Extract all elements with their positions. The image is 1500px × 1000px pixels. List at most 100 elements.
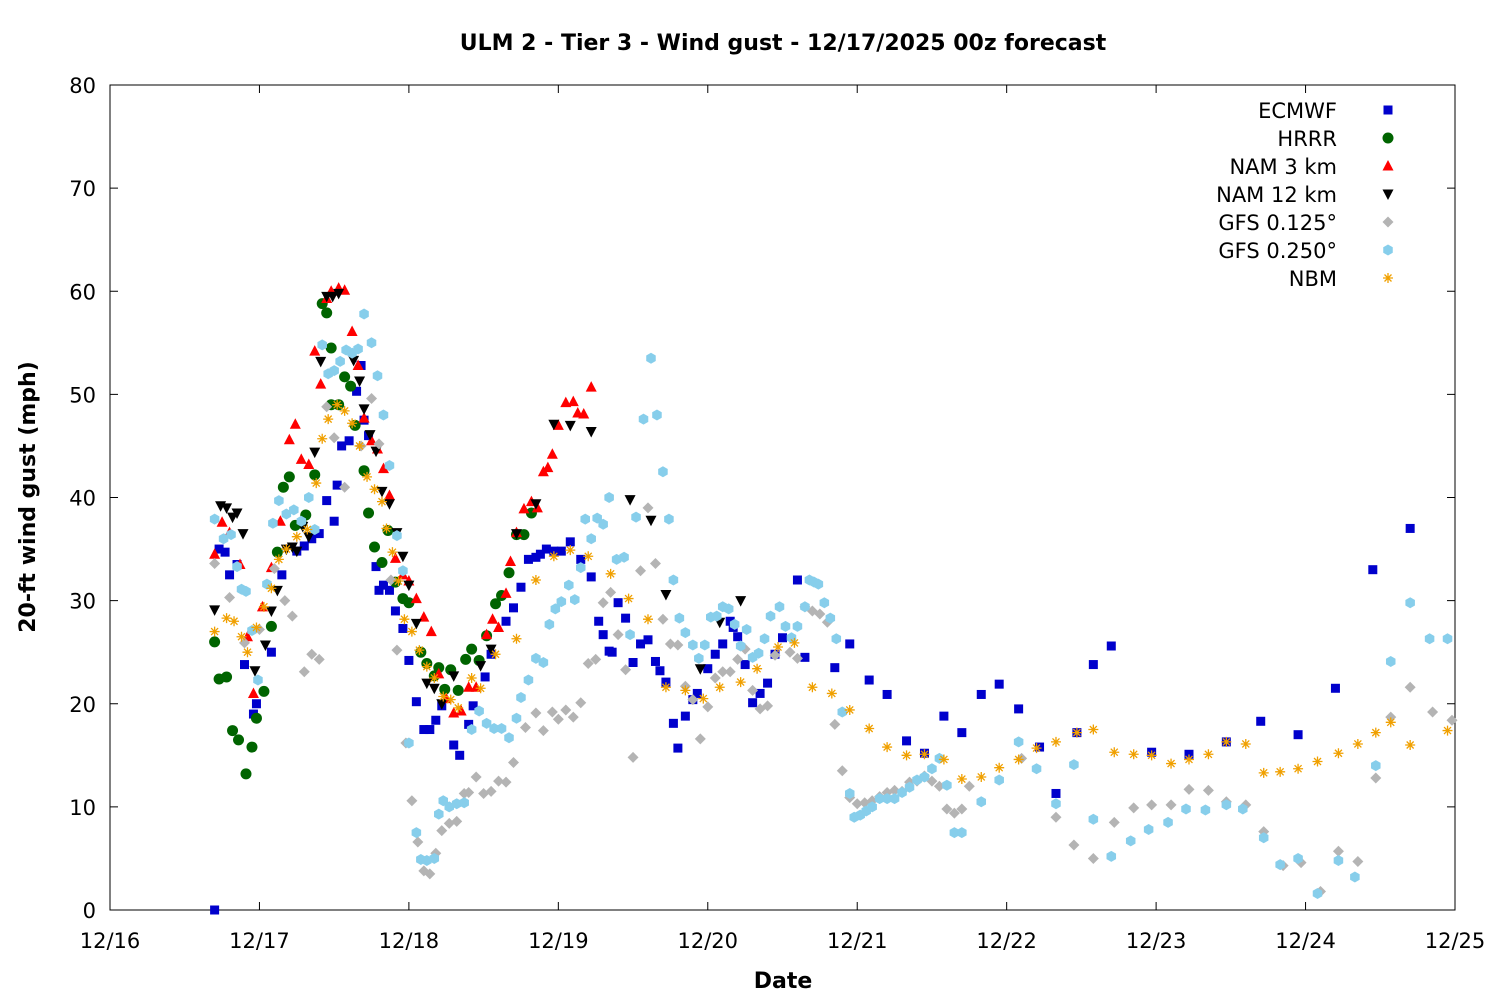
y-tick-label: 30 [69, 590, 96, 614]
data-point [1258, 832, 1269, 844]
data-point [266, 583, 277, 594]
data-point [209, 548, 221, 559]
data-point [605, 586, 617, 598]
data-point [237, 529, 249, 540]
data-point [306, 648, 318, 660]
data-point [904, 781, 915, 793]
data-point [897, 786, 907, 798]
data-point [674, 612, 685, 624]
data-point [422, 855, 432, 866]
y-tick-label: 80 [69, 74, 96, 98]
data-point [322, 496, 332, 506]
data-point [397, 551, 409, 563]
data-point [586, 533, 596, 545]
data-point [366, 434, 378, 446]
data-point [501, 616, 511, 626]
data-point [836, 765, 848, 777]
data-point [963, 780, 975, 792]
data-point-glyph [242, 647, 253, 658]
data-point [807, 682, 818, 693]
data-point [660, 682, 671, 693]
data-point [309, 469, 321, 481]
data-point [463, 786, 475, 798]
data-point [658, 466, 668, 478]
data-point-glyph [1333, 748, 1344, 759]
data-point [314, 529, 324, 539]
data-point [433, 662, 445, 674]
data-point [372, 370, 383, 382]
data-point [625, 629, 635, 641]
data-point [765, 610, 776, 622]
data-point-glyph [1146, 750, 1157, 761]
data-point [541, 544, 551, 554]
data-point [429, 852, 440, 864]
data-point-glyph [623, 593, 634, 604]
data-point [564, 420, 576, 432]
data-point [220, 547, 230, 557]
data-point [939, 711, 949, 721]
data-point [374, 585, 384, 595]
data-point [327, 291, 339, 303]
data-point [830, 663, 840, 673]
data-point [740, 660, 750, 670]
data-point [957, 728, 967, 738]
data-point [668, 574, 679, 586]
x-axis-label: Date [754, 969, 813, 994]
data-point [376, 556, 388, 568]
data-point [703, 664, 713, 674]
data-point [463, 681, 475, 692]
data-point [762, 700, 774, 712]
data-point [398, 623, 408, 633]
data-point [424, 868, 436, 880]
data-point [265, 606, 277, 617]
data-point [434, 808, 444, 820]
data-point [265, 620, 277, 632]
data-point [500, 587, 512, 598]
legend-label-nbm: NBM [1289, 267, 1337, 291]
data-point [1013, 754, 1024, 765]
data-point [209, 605, 221, 616]
data-point [585, 381, 597, 392]
data-point [582, 658, 594, 670]
data-point [791, 652, 803, 664]
data-point [1088, 813, 1099, 825]
data-point [398, 565, 408, 577]
data-point-glyph [311, 478, 322, 489]
data-point [1014, 704, 1024, 714]
data-point [882, 742, 893, 753]
data-point [1371, 760, 1381, 772]
data-point [680, 685, 691, 696]
data-point-glyph [938, 754, 949, 765]
legend-marker-gfs-0-250- [1383, 244, 1393, 256]
data-point-glyph [1013, 754, 1024, 765]
data-point [339, 371, 351, 383]
data-point [466, 672, 477, 683]
data-point [369, 484, 380, 495]
legend-marker-hrrr [1382, 132, 1394, 144]
data-point [759, 633, 770, 645]
data-point-glyph [323, 414, 334, 425]
data-point-glyph [1370, 727, 1381, 738]
data-point-glyph [466, 672, 477, 683]
data-point [511, 633, 522, 644]
data-point [949, 827, 960, 839]
y-axis-ticks: 0 10 20 30 40 50 60 70 80 [69, 74, 1455, 923]
data-point [672, 639, 684, 651]
data-point-glyph [530, 575, 541, 585]
data-point [655, 666, 665, 676]
data-point [1333, 748, 1344, 759]
data-point [302, 524, 313, 535]
data-point [1332, 845, 1344, 857]
data-point [660, 589, 672, 601]
data-point [638, 413, 649, 425]
y-tick-label: 60 [69, 280, 96, 304]
data-point [366, 393, 378, 404]
data-point [1370, 727, 1381, 738]
data-point [518, 502, 530, 514]
data-point [364, 430, 376, 441]
data-point-glyph [362, 471, 373, 482]
data-point [565, 537, 575, 547]
data-point-glyph [1088, 724, 1099, 735]
data-point [251, 699, 261, 709]
